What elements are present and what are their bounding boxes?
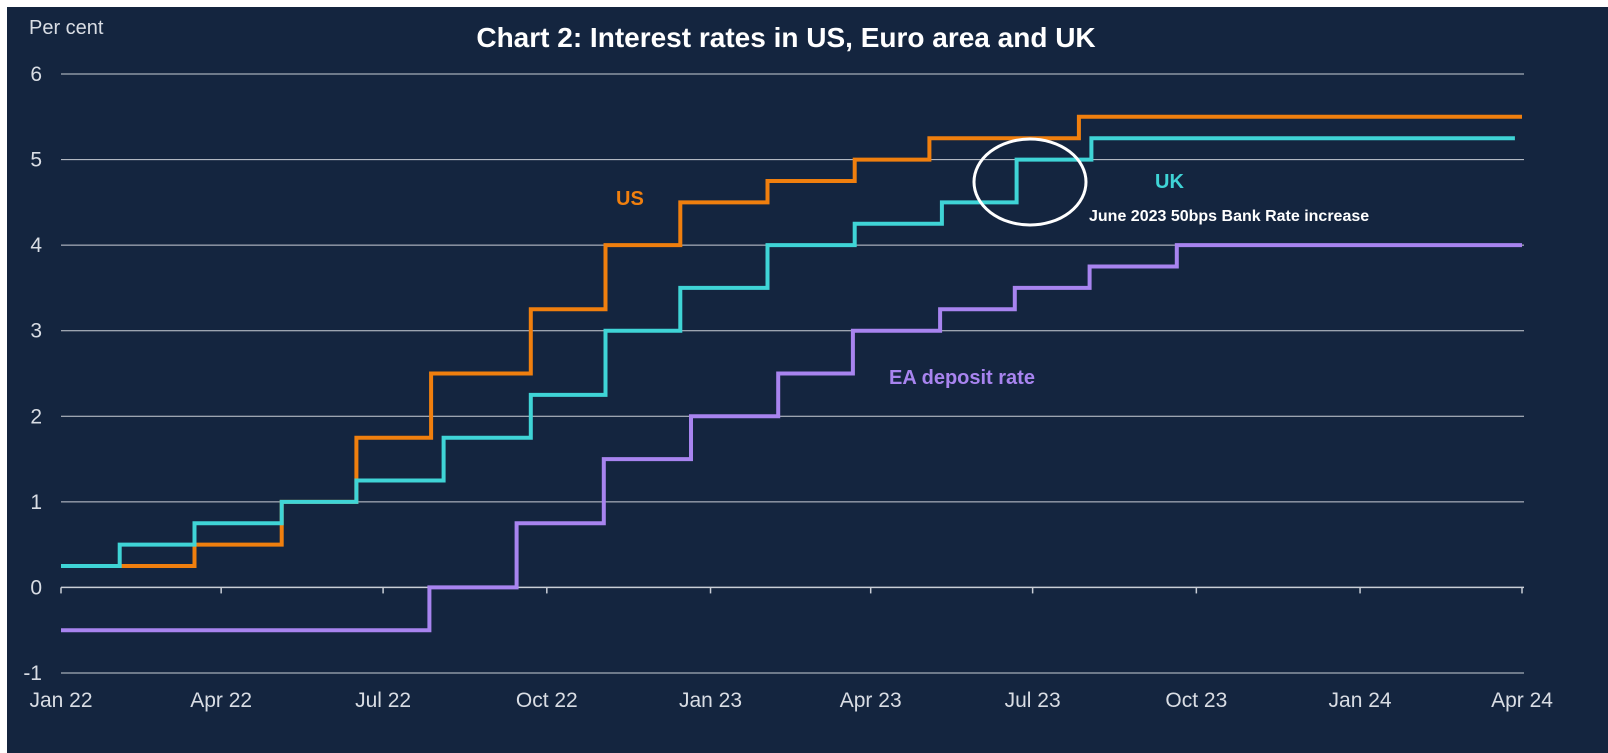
y-tick-label: -1: [23, 662, 42, 685]
x-axis: Jan 22 Apr 22 Jul 22 Oct 22 Jan 23 Apr 23 Jul …: [29, 586, 1553, 712]
chart-canvas: Per cent Chart 2: Interest rates in US, …: [23, 17, 1553, 712]
chart-panel: Per cent Chart 2: Interest rates in US, …: [7, 7, 1608, 753]
x-tick-label: Jul 22: [355, 689, 411, 712]
x-tick-label: Jul 23: [1005, 689, 1061, 712]
uk-series-label: UK: [1155, 171, 1184, 193]
y-tick-label: 6: [30, 63, 42, 86]
y-tick-label: 3: [30, 320, 42, 343]
x-tick-label: Apr 23: [840, 689, 902, 712]
y-axis-ticks: 6 5 4 3 2 1 0 -1: [23, 63, 42, 685]
x-tick-label: Jan 23: [679, 689, 742, 712]
chart-title: Chart 2: Interest rates in US, Euro area…: [476, 22, 1095, 53]
y-tick-label: 2: [30, 405, 42, 428]
y-axis-label: Per cent: [29, 17, 104, 39]
x-tick-label: Jan 22: [29, 689, 92, 712]
y-tick-label: 0: [30, 576, 42, 599]
x-tick-label: Jan 24: [1329, 689, 1392, 712]
ea-series-label: EA deposit rate: [889, 367, 1035, 389]
series-line-ea-deposit-rate: [61, 243, 1522, 633]
y-tick-label: 4: [30, 234, 42, 257]
bank-rate-note: June 2023 50bps Bank Rate increase: [1089, 208, 1369, 225]
y-tick-label: 5: [30, 149, 42, 172]
y-tick-label: 1: [30, 491, 42, 514]
x-tick-label: Apr 22: [190, 689, 252, 712]
series-line-us: [61, 114, 1522, 568]
series-lines: [61, 114, 1522, 633]
x-tick-label: Apr 24: [1491, 689, 1553, 712]
x-tick-label: Oct 22: [516, 689, 578, 712]
x-tick-label: Oct 23: [1165, 689, 1227, 712]
june-2023-highlight-circle: [972, 137, 1088, 227]
us-series-label: US: [616, 188, 644, 210]
